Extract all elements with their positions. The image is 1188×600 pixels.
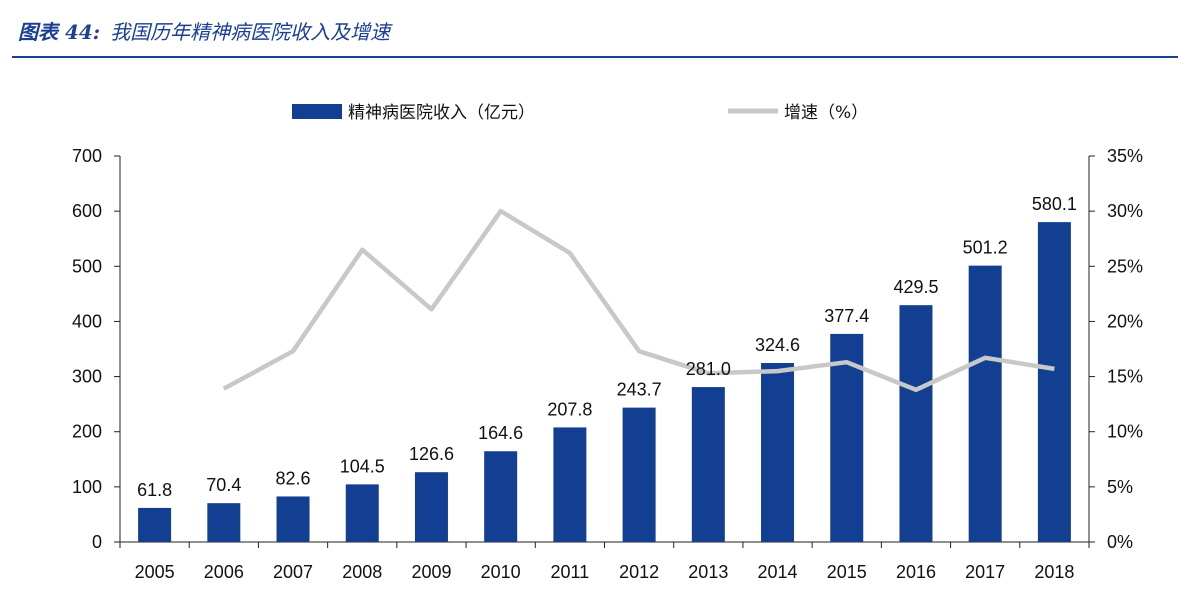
y-left-tick-label: 400 — [72, 311, 102, 331]
bar-value-label: 82.6 — [276, 468, 311, 488]
x-tick-label: 2014 — [758, 562, 798, 582]
bar — [622, 407, 656, 542]
bars — [138, 222, 1071, 543]
y-left-tick-label: 100 — [72, 477, 102, 497]
x-tick-label: 2008 — [342, 562, 382, 582]
x-tick-label: 2009 — [411, 562, 451, 582]
figure-label: 图表 44: — [18, 20, 101, 44]
y-right-tick-label: 20% — [1107, 311, 1143, 331]
y-right-tick-label: 10% — [1107, 422, 1143, 442]
bar-value-label: 126.6 — [409, 444, 454, 464]
y-left-tick-label: 0 — [92, 532, 102, 552]
y-right-tick-label: 35% — [1107, 146, 1143, 166]
bar — [691, 387, 725, 542]
bar — [207, 503, 241, 542]
y-right-tick-label: 30% — [1107, 201, 1143, 221]
bar-value-label: 324.6 — [755, 335, 800, 355]
bar — [276, 496, 310, 542]
y-left-tick-label: 700 — [72, 146, 102, 166]
growth-line-path — [222, 208, 1055, 393]
bar-value-label: 104.5 — [340, 456, 385, 476]
growth-line — [222, 208, 1055, 393]
legend: 精神病医院收入（亿元） 增速（%） — [292, 103, 868, 123]
x-tick-label: 2015 — [827, 562, 867, 582]
header-divider — [12, 56, 1178, 58]
bar — [899, 305, 933, 542]
y-left-tick-label: 300 — [72, 367, 102, 387]
bar — [553, 427, 587, 542]
bar-data-labels: 61.8 70.4 82.6 104.5 126.6 164.6 207.8 243.7 281… — [137, 194, 1077, 500]
bar-value-label: 207.8 — [547, 399, 592, 419]
bar-value-label: 377.4 — [824, 306, 869, 326]
bar — [761, 363, 795, 542]
x-tick-label: 2016 — [896, 562, 936, 582]
x-tick-label: 2007 — [273, 562, 313, 582]
y-right-tick-label: 15% — [1107, 367, 1143, 387]
y-left-tick-label: 600 — [72, 201, 102, 221]
legend-line-label: 增速（%） — [784, 103, 868, 123]
x-tick-label: 2018 — [1034, 562, 1074, 582]
bar-value-label: 70.4 — [206, 475, 241, 495]
bar-value-label: 580.1 — [1032, 194, 1077, 214]
bar — [484, 451, 518, 542]
bar-value-label: 243.7 — [617, 380, 662, 400]
bar-value-label: 501.2 — [963, 238, 1008, 258]
x-tick-label: 2010 — [481, 562, 521, 582]
x-tick-label: 2011 — [551, 562, 590, 582]
legend-bar-label: 精神病医院收入（亿元） — [348, 103, 535, 123]
y-right-tick-label: 0% — [1107, 532, 1133, 552]
figure-header: 图表 44: 我国历年精神病医院收入及增速 — [18, 14, 1178, 50]
y-left-tick-label: 200 — [72, 422, 102, 442]
bar — [138, 507, 172, 542]
y-right-tick-label: 25% — [1107, 256, 1143, 276]
bar — [414, 472, 448, 542]
bar — [1037, 222, 1071, 543]
bar — [968, 265, 1002, 542]
x-tick-label: 2006 — [204, 562, 244, 582]
legend-bar-swatch — [292, 104, 342, 119]
x-tick-labels: 2005 2006 2007 2008 2009 2010 2011 2012 2013 2014… — [135, 562, 1075, 582]
bar-value-label: 61.8 — [137, 480, 172, 500]
x-tick-label: 2013 — [688, 562, 728, 582]
bar-value-label: 164.6 — [478, 423, 523, 443]
bar — [345, 484, 379, 542]
y-right-tick-label: 5% — [1107, 477, 1133, 497]
x-tick-label: 2005 — [135, 562, 175, 582]
y-left-tick-label: 500 — [72, 256, 102, 276]
x-tick-label: 2012 — [619, 562, 659, 582]
figure-title: 我国历年精神病医院收入及增速 — [110, 20, 391, 44]
bar-value-label: 281.0 — [686, 359, 731, 379]
bar-value-label: 429.5 — [893, 277, 938, 297]
x-tick-label: 2017 — [965, 562, 1005, 582]
